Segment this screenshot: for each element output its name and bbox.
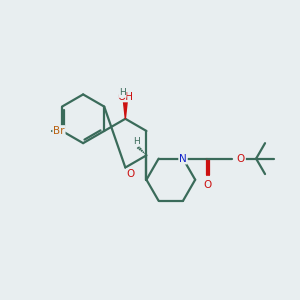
Polygon shape bbox=[123, 101, 127, 119]
Text: H: H bbox=[134, 137, 140, 146]
Text: N: N bbox=[179, 154, 187, 164]
Text: O: O bbox=[237, 154, 245, 164]
Text: O: O bbox=[127, 169, 135, 179]
Text: OH: OH bbox=[117, 92, 133, 101]
Text: O: O bbox=[203, 180, 211, 190]
Text: Br: Br bbox=[53, 126, 65, 136]
Text: H: H bbox=[119, 88, 126, 97]
